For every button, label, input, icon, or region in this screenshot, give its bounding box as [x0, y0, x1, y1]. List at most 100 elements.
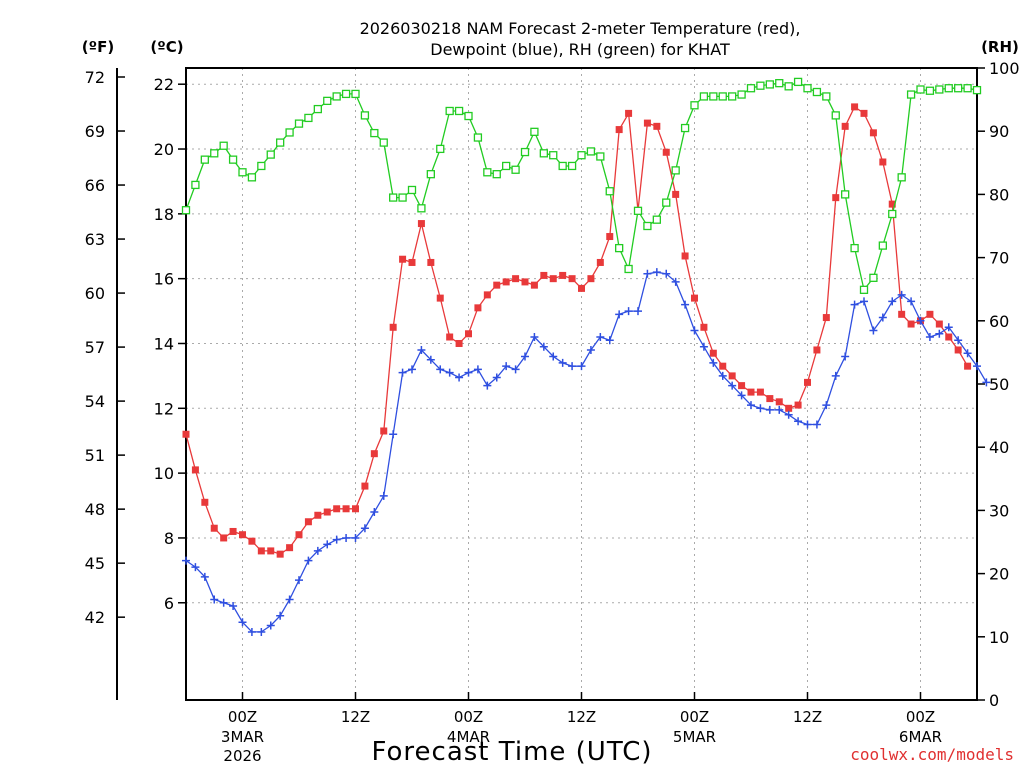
rh-point [276, 138, 285, 147]
dewpoint-point [313, 546, 322, 555]
dewpoint-point [643, 269, 652, 278]
rh-point [210, 149, 219, 158]
temperature-point [455, 339, 463, 347]
rh-point [869, 273, 878, 282]
rh-point [812, 87, 822, 97]
temperature-point [276, 550, 284, 558]
dewpoint-point [445, 368, 454, 377]
temperature-point [662, 148, 670, 156]
dewpoint-point [351, 533, 360, 542]
dewpoint-point [539, 342, 548, 351]
dewpoint-line [185, 271, 987, 633]
dewpoint-point [681, 300, 690, 309]
rh-point [247, 173, 257, 182]
dewpoint-point [775, 405, 784, 414]
rh-series [181, 77, 982, 294]
temperature-point [465, 330, 472, 338]
rh-point [944, 84, 953, 93]
rh-point [332, 92, 341, 101]
fahrenheit-tick-label: 66 [85, 176, 105, 195]
rh-tick-label: 40 [989, 438, 1009, 457]
rh-tick-label: 0 [989, 691, 999, 710]
dewpoint-point [219, 598, 228, 607]
dewpoint-point [954, 336, 963, 345]
rh-point [285, 128, 294, 137]
rh-point [360, 111, 370, 120]
celsius-tick-label: 6 [164, 594, 174, 613]
fahrenheit-tick-label: 60 [85, 284, 105, 303]
dewpoint-series [182, 268, 991, 636]
dewpoint-point [963, 349, 972, 358]
dewpoint-point [662, 269, 671, 278]
dewpoint-point [888, 297, 897, 306]
rh-point [379, 138, 388, 147]
rh-point [765, 80, 774, 89]
rh-point [191, 180, 200, 190]
data-series [181, 77, 991, 636]
temperature-point [530, 281, 538, 289]
rh-point [605, 187, 614, 196]
rh-point [784, 82, 793, 91]
fahrenheit-tick-label: 48 [85, 500, 105, 519]
rh-point [530, 127, 539, 136]
dewpoint-point [586, 345, 595, 354]
temperature-point [747, 388, 755, 396]
temperature-point [587, 275, 595, 283]
dewpoint-point [878, 313, 887, 322]
rh-point [699, 92, 709, 101]
temperature-point [370, 450, 378, 458]
x-tick-label: 12Z [793, 708, 822, 726]
dewpoint-point [615, 310, 624, 319]
dewpoint-point [897, 290, 906, 299]
rh-point [436, 144, 445, 154]
temperature-point [606, 233, 614, 241]
temperature-point [578, 284, 585, 292]
rh-point [775, 79, 784, 88]
temperature-point [860, 109, 868, 117]
dewpoint-point [568, 362, 577, 371]
temperature-point [785, 404, 793, 412]
temperature-point [295, 531, 303, 539]
dewpoint-point [558, 358, 567, 367]
dewpoint-point [285, 595, 294, 604]
temperature-point [822, 314, 830, 322]
rh-point [972, 85, 982, 95]
rh-point [728, 92, 737, 101]
rh-tick-label: 50 [989, 375, 1009, 394]
dewpoint-point [765, 405, 774, 414]
rh-point [680, 123, 690, 133]
temperature-point [851, 103, 859, 111]
temperature-point [389, 323, 397, 331]
rh-point [313, 104, 322, 114]
dewpoint-point [973, 362, 981, 371]
rh-point [492, 170, 501, 179]
dewpoint-point [690, 326, 699, 335]
rh-point [596, 152, 605, 161]
rh-point [916, 85, 925, 94]
rh-point [539, 149, 548, 158]
temperature-point [766, 395, 774, 403]
temperature-point [436, 294, 444, 302]
rh-point [633, 206, 643, 215]
dewpoint-point [530, 333, 539, 342]
rh-tick-label: 70 [989, 249, 1009, 268]
dewpoint-point [812, 420, 821, 429]
rh-point [586, 147, 596, 156]
dewpoint-point [436, 365, 445, 374]
dewpoint-point [831, 371, 840, 380]
dewpoint-point [389, 430, 398, 439]
x-tick-label: 00Z [228, 708, 257, 726]
temperature-point [474, 304, 482, 312]
temperature-point [691, 294, 698, 302]
dewpoint-point [229, 602, 238, 611]
celsius-tick-label: 12 [154, 399, 174, 418]
x-tick-label: 00Z [680, 708, 709, 726]
rh-point [793, 77, 803, 87]
rh-point [200, 155, 209, 164]
celsius-tick-label: 16 [154, 270, 174, 289]
rh-point [426, 170, 435, 179]
dewpoint-point [869, 326, 878, 335]
temperature-point [681, 252, 689, 260]
dewpoint-point [944, 323, 953, 332]
rh-point [398, 193, 407, 202]
